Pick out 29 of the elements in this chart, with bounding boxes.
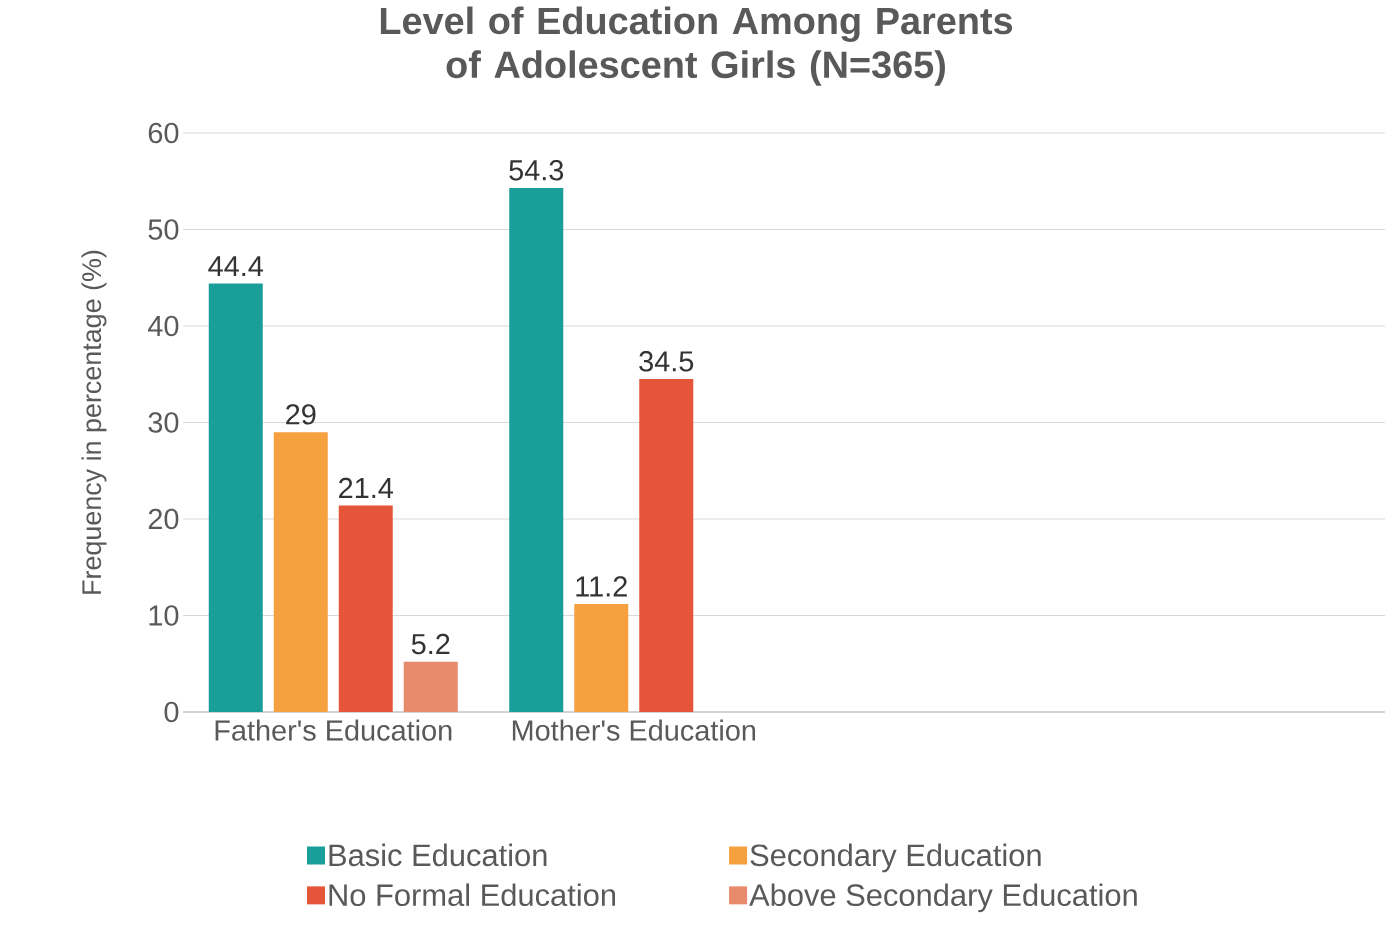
data-label: 34.5 <box>639 351 694 372</box>
data-label: 5.2 <box>411 633 450 655</box>
legend-label: No Formal Education <box>329 883 616 907</box>
y-tick-label: 50 <box>148 219 179 240</box>
bar <box>403 661 458 712</box>
y-tick-label: 40 <box>148 315 179 337</box>
y-tick-label: 20 <box>148 508 179 530</box>
legend-label: Secondary Education <box>750 843 1041 873</box>
y-tick-label: 30 <box>148 412 179 433</box>
bar <box>338 505 393 712</box>
x-tick-label: Mother's Education <box>512 719 756 741</box>
y-axis-title: Frequency in percentage (%) <box>81 250 107 594</box>
y-tick-label: 60 <box>148 122 179 144</box>
data-label: 11.2 <box>576 576 627 597</box>
chart-title: Level of Education Among Parents of Adolescent Girls (N=365) <box>380 6 1013 86</box>
bar <box>208 283 263 712</box>
y-tick-label: 10 <box>149 605 179 626</box>
bar <box>509 187 564 712</box>
bar <box>574 603 629 712</box>
data-label: 21.4 <box>339 477 394 498</box>
bar <box>639 379 694 712</box>
y-tick-label: 0 <box>164 701 179 723</box>
data-label: 54.3 <box>509 160 564 181</box>
legend-label: Basic Education <box>329 843 547 867</box>
legend-label: Above Secondary Education <box>749 883 1137 913</box>
x-tick-label: Father's Education <box>215 719 452 741</box>
data-label: 44.4 <box>208 256 264 277</box>
bar <box>273 432 328 712</box>
data-label: 29 <box>286 404 316 425</box>
